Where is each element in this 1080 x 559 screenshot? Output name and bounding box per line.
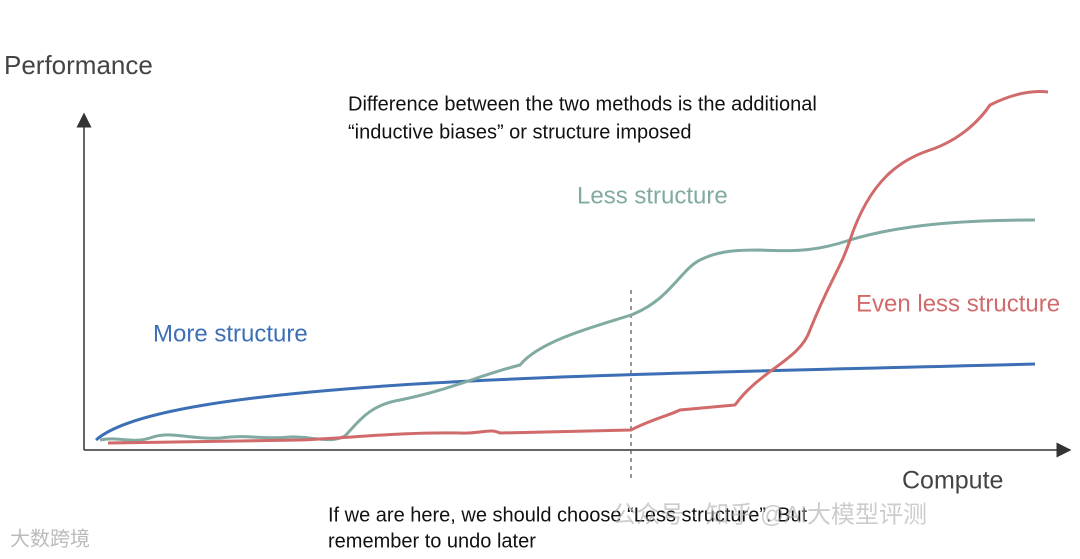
less-structure-curve: [99, 218, 1036, 442]
x-axis-label: Compute: [902, 467, 1003, 495]
annotation: Difference between the two methods is th…: [348, 93, 817, 115]
more-structure-curve: [95, 362, 1036, 442]
watermark: 大数跨境: [10, 527, 90, 550]
annotation: remember to undo later: [328, 530, 536, 552]
curve-label: Less structure: [577, 182, 728, 209]
curve-label: More structure: [153, 320, 308, 347]
y-axis-label: Performance: [4, 50, 153, 80]
even-less-structure-curve: [107, 90, 1049, 445]
annotation: If we are here, we should choose “Less s…: [328, 504, 808, 526]
curve-label: Even less structure: [856, 290, 1060, 317]
watermark: 公众号 · 知乎 @AI大模型评测: [612, 501, 927, 528]
annotation: “inductive biases” or structure imposed: [348, 121, 691, 143]
